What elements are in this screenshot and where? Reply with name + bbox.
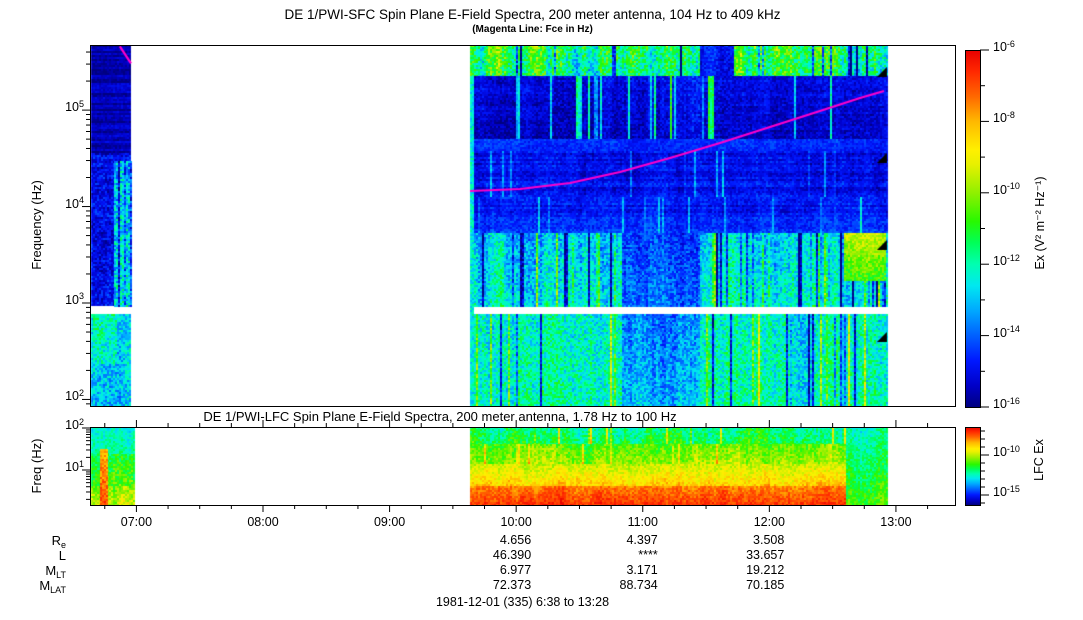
sfc-subtitle: (Magenta Line: Fce in Hz)	[472, 24, 593, 35]
ephemeris-value: 70.185	[746, 578, 785, 592]
ephemeris-value: 3.508	[753, 533, 785, 547]
sfc-colorbar-label: Ex (V² m⁻² Hz⁻¹)	[1033, 176, 1047, 270]
tick-label: 10-10	[993, 443, 1020, 460]
tick-label: 104	[65, 195, 84, 211]
tick-label: 13:00	[880, 515, 912, 529]
tick-label: 11:00	[627, 515, 658, 529]
tick-label: 10-12	[993, 252, 1020, 269]
tick-label: 12:00	[753, 515, 785, 529]
ephemeris-value: 6.977	[499, 563, 532, 577]
ephemeris-row-label: MLAT	[39, 578, 66, 595]
ephemeris-row-label: L	[58, 548, 66, 563]
tick-label: 105	[65, 98, 84, 115]
tick-label: 10-15	[993, 483, 1020, 500]
ephemeris-value: 19.212	[746, 563, 785, 577]
ephemeris-row-label: Re	[51, 533, 66, 550]
lfc-colorbar	[965, 427, 980, 505]
tick-label: 07:00	[120, 515, 153, 529]
tick-label: 10-14	[993, 324, 1020, 340]
tick-label: 08:00	[247, 515, 279, 529]
date-range-label: 1981-12-01 (335) 6:38 to 13:28	[435, 595, 610, 609]
lfc-spectrogram	[90, 427, 955, 505]
ephemeris-value: 3.171	[626, 563, 658, 577]
tick-label: 10-10	[993, 181, 1020, 197]
lfc-title: DE 1/PWI-LFC Spin Plane E-Field Spectra,…	[203, 409, 677, 424]
tick-label: 10:00	[500, 515, 532, 529]
tick-label: 102	[65, 387, 84, 404]
ephemeris-value: 4.397	[626, 533, 658, 547]
tick-label: 10-6	[993, 38, 1015, 55]
lfc-colorbar-label: LFC Ex	[1032, 439, 1046, 481]
tick-label: 101	[65, 458, 84, 475]
tick-label: 09:00	[373, 515, 406, 529]
ephemeris-row-label: MLT	[45, 563, 66, 580]
sfc-spectrogram	[90, 45, 955, 406]
ephemeris-value: 46.390	[492, 548, 532, 562]
tick-label: 10-16	[993, 395, 1020, 412]
tick-label: 10-8	[993, 109, 1015, 126]
sfc-colorbar	[965, 50, 980, 407]
ephemeris-value: 33.657	[746, 548, 785, 562]
ephemeris-value: 72.373	[492, 578, 532, 592]
ephemeris-value: 88.734	[619, 578, 658, 592]
ephemeris-value: 4.656	[499, 533, 532, 547]
sfc-title: DE 1/PWI-SFC Spin Plane E-Field Spectra,…	[284, 7, 781, 22]
ephemeris-value: ****	[638, 548, 658, 562]
tick-label: 103	[65, 291, 84, 307]
tick-label: 102	[65, 416, 84, 433]
